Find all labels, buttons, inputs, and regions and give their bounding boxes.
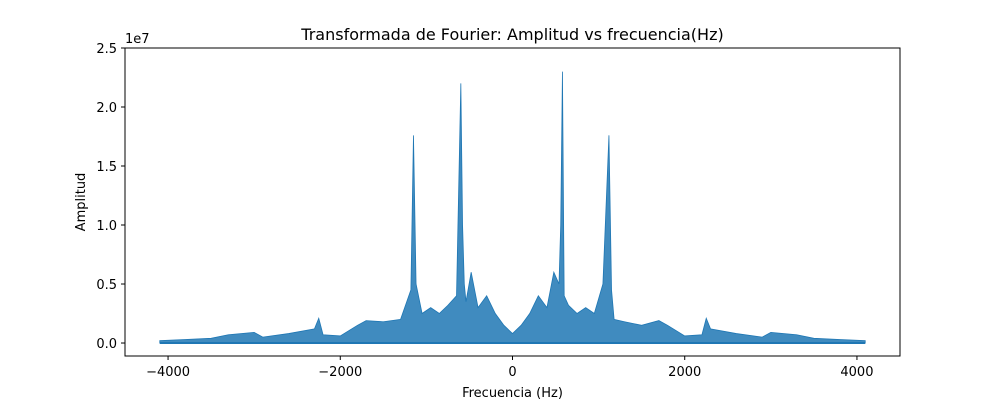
x-tick-label: 4000: [840, 365, 873, 380]
x-tick-label: −2000: [318, 365, 362, 380]
x-tick-label: −4000: [146, 365, 190, 380]
y-axis-label: Amplitud: [74, 173, 89, 232]
chart-title: Transformada de Fourier: Amplitud vs fre…: [300, 25, 723, 44]
y-tick-label: 0.0: [96, 337, 117, 352]
x-tick-label: 2000: [668, 365, 701, 380]
x-axis-ticks: −4000 −2000 0 2000 4000: [146, 356, 873, 380]
y-axis-ticks: 0.0 0.5 1.0 1.5 2.0 2.5: [96, 42, 125, 352]
y-tick-label: 1.5: [96, 160, 117, 175]
y-tick-label: 2.0: [96, 101, 117, 116]
plot-area: [159, 71, 866, 345]
y-tick-label: 1.0: [96, 219, 117, 234]
spectrum-area-0: [159, 71, 866, 344]
y-tick-label: 2.5: [96, 42, 117, 57]
x-axis-label: Frecuencia (Hz): [462, 386, 563, 400]
y-tick-label: 0.5: [96, 278, 117, 293]
y-axis-offset-text: 1e7: [125, 32, 150, 47]
x-tick-label: 0: [508, 365, 516, 380]
